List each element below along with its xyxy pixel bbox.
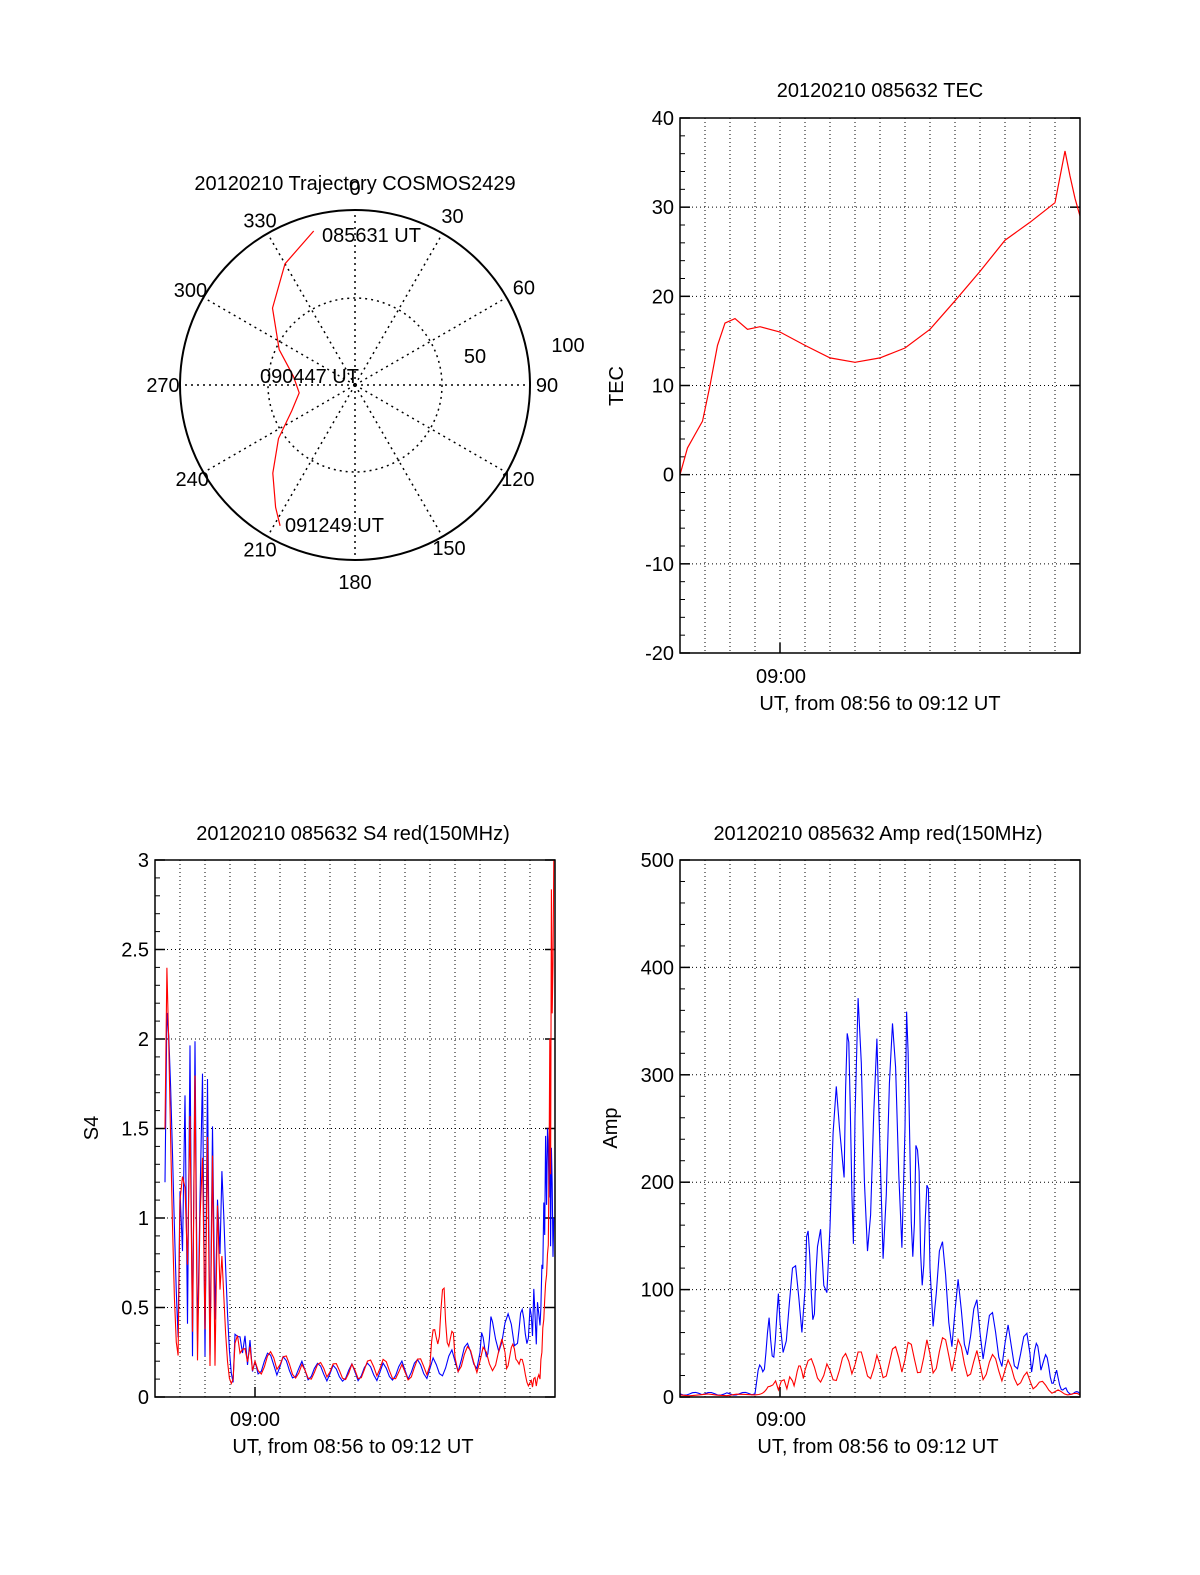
s4-x-tick-0900: 09:00 [230,1409,280,1431]
azimuth-tick-270: 270 [146,375,179,397]
y-tick-label: 1.5 [121,1119,149,1141]
y-tick-label: 3 [138,850,149,872]
series-line-0 [679,150,1081,475]
amp-grid [680,859,1080,1398]
y-tick-label: 0 [663,1387,674,1409]
amp-x-tick-0900: 09:00 [756,1409,806,1431]
azimuth-tick-300: 300 [174,280,207,302]
y-tick-label: -20 [645,643,674,665]
amp-plot: 20120210 085632 Amp red(150MHz) 500 400 30… [600,823,1081,1458]
trajectory-start-annotation: 085631 UT [322,225,421,247]
azimuth-tick-30: 30 [441,206,463,228]
azimuth-tick-120: 120 [501,469,534,491]
y-tick-label: 500 [641,850,674,872]
trajectory-polar-plot: 20120210 Trajectory COSMOS2429 0 30 60 90 12… [146,173,584,594]
y-tick-label: 300 [641,1065,674,1087]
tec-x-axis-label: UT, from 08:56 to 09:12 UT [759,693,1000,715]
azimuth-tick-240: 240 [175,469,208,491]
polar-spoke-210 [266,384,356,537]
s4-y-tick-labels: 3 2.5 2 1.5 1 0.5 0 [121,850,149,1409]
azimuth-tick-180: 180 [338,572,371,594]
s4-series [164,859,555,1388]
series-line-1 [164,859,555,1388]
polar-spoke-120 [354,384,507,474]
tec-plot: 20120210 085632 TEC 40 30 20 10 0 -10 -20 09:0… [606,80,1081,715]
amp-title: 20120210 085632 Amp red(150MHz) [713,823,1042,845]
y-tick-label: 400 [641,957,674,979]
polar-spoke-30 [354,233,444,386]
s4-x-axis-label: UT, from 08:56 to 09:12 UT [232,1436,473,1458]
y-tick-label: 0.5 [121,1298,149,1320]
y-tick-label: 100 [641,1280,674,1302]
polar-spoke-330 [266,233,356,386]
amp-series [679,998,1081,1397]
s4-grid [155,859,555,1398]
s4-title: 20120210 085632 S4 red(150MHz) [196,823,510,845]
polar-spoke-60 [354,296,507,386]
y-tick-label: 2 [138,1029,149,1051]
y-tick-label: -10 [645,554,674,576]
trajectory-mid-annotation: 090447 UT [260,366,359,388]
s4-plot-frame [154,859,556,1398]
y-tick-label: 30 [652,197,674,219]
polar-radial-50-circle [267,297,443,473]
y-tick-label: 20 [652,286,674,308]
s4-y-axis-label: S4 [81,1116,103,1140]
azimuth-tick-330: 330 [243,210,276,232]
trajectory-title: 20120210 Trajectory COSMOS2429 [194,173,515,195]
amp-plot-frame [679,859,1081,1398]
y-tick-label: 200 [641,1172,674,1194]
tec-y-tick-labels: 40 30 20 10 0 -10 -20 [645,108,674,665]
y-tick-label: 1 [138,1208,149,1230]
y-tick-label: 10 [652,376,674,398]
trajectory-line [271,230,315,526]
azimuth-tick-150: 150 [432,538,465,560]
amp-y-axis-label: Amp [600,1107,622,1148]
azimuth-tick-90: 90 [536,375,558,397]
polar-spoke-300 [203,296,356,386]
tec-series [679,150,1081,475]
radial-label-100: 100 [551,335,584,357]
series-line-0 [164,1012,555,1383]
polar-spokes [180,210,530,560]
polar-spoke-150 [354,384,444,537]
y-tick-label: 40 [652,108,674,130]
amp-y-tick-labels: 500 400 300 200 100 0 [641,850,674,1409]
radial-label-50: 50 [464,346,486,368]
series-line-1 [679,1336,1081,1397]
tec-y-axis-label: TEC [606,366,628,406]
trajectory-end-annotation: 091249 UT [285,515,384,537]
polar-azimuth-tick-labels: 0 30 60 90 120 150 180 210 240 270 300 330 [146,178,558,594]
polar-spoke-240 [203,384,356,474]
y-tick-label: 2.5 [121,940,149,962]
tec-title: 20120210 085632 TEC [777,80,983,102]
amp-x-axis-label: UT, from 08:56 to 09:12 UT [757,1436,998,1458]
tec-x-tick-0900: 09:00 [756,666,806,688]
azimuth-tick-0: 0 [349,178,360,200]
tec-grid [680,117,1080,654]
y-tick-label: 0 [138,1387,149,1409]
azimuth-tick-210: 210 [243,540,276,562]
azimuth-tick-60: 60 [513,278,535,300]
y-tick-label: 0 [663,465,674,487]
s4-plot: 20120210 085632 S4 red(150MHz) 3 2.5 2 1.5 1… [81,823,556,1458]
series-line-0 [679,998,1081,1396]
tec-plot-frame [679,117,1081,654]
